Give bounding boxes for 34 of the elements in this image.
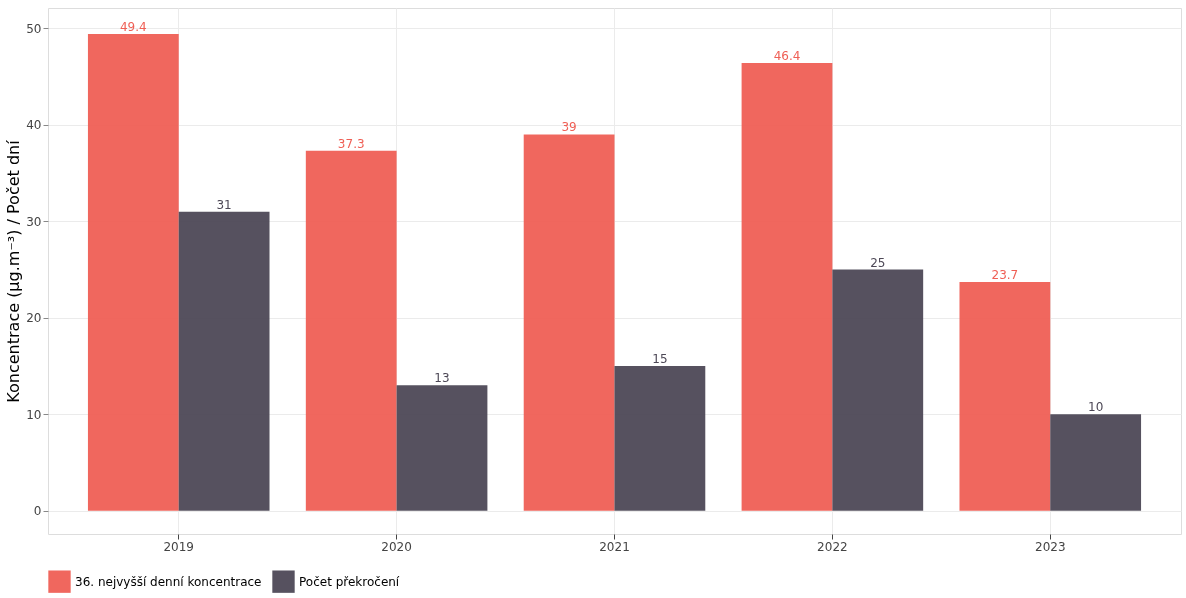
- x-tick-label: 2021: [599, 539, 630, 554]
- data-label: 49.4: [119, 20, 147, 35]
- bar: [741, 63, 833, 511]
- data-label: 15: [652, 352, 668, 367]
- x-tick-label: 2019: [163, 539, 194, 554]
- data-label: 39: [561, 120, 577, 135]
- bar: [959, 282, 1051, 511]
- x-tick-label: 2020: [381, 539, 412, 554]
- data-label: 31: [216, 197, 232, 212]
- bar: [614, 366, 706, 511]
- data-label: 23.7: [991, 268, 1019, 283]
- bar: [87, 34, 179, 511]
- data-label: 25: [870, 255, 886, 270]
- legend-label: 36. nejvyšší denní koncentrace: [75, 574, 262, 589]
- y-axis-title: Koncentrace (µg.m⁻³) / Počet dní: [4, 139, 24, 403]
- y-tick-label: 30: [26, 214, 42, 229]
- legend-label: Počet překročení: [299, 574, 400, 589]
- y-tick-label: 0: [33, 504, 42, 519]
- x-tick-label: 2023: [1035, 539, 1066, 554]
- data-label: 13: [434, 371, 450, 386]
- x-tick-label: 2022: [817, 539, 848, 554]
- y-tick-label: 10: [26, 407, 42, 422]
- bar: [178, 211, 270, 511]
- bar: [396, 385, 488, 511]
- bar: [832, 269, 924, 511]
- data-label: 37.3: [337, 136, 365, 151]
- y-tick-label: 40: [26, 118, 42, 133]
- y-tick-label: 50: [26, 21, 42, 36]
- bar: [305, 150, 397, 511]
- data-label: 46.4: [773, 49, 801, 64]
- bar: [1050, 414, 1142, 511]
- y-tick-label: 20: [26, 311, 42, 326]
- bar: [523, 134, 615, 511]
- data-label: 10: [1088, 400, 1104, 415]
